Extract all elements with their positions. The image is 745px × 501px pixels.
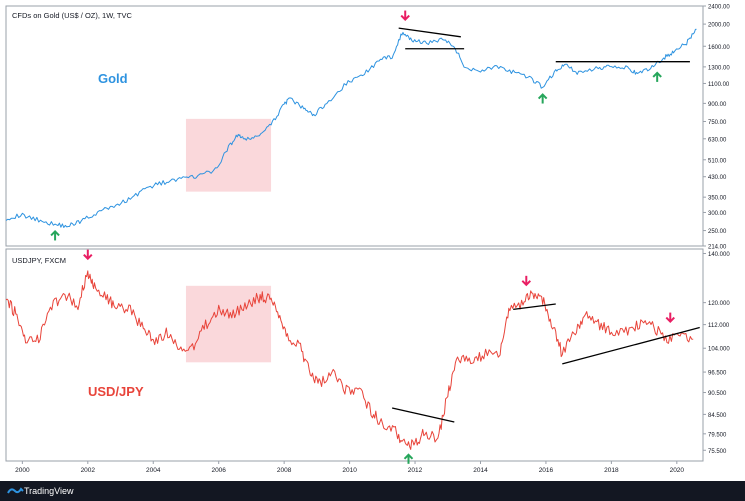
gold-up-arrow-icon	[50, 230, 60, 241]
gold-y-tick-label: 350.00	[708, 196, 727, 202]
usdjpy-chart-title: USDJPY, FXCM	[12, 256, 66, 265]
gold-y-tick-label: 510.00	[708, 158, 727, 164]
jpy-y-tick-label: 112.000	[708, 323, 730, 329]
gold-y-tick-label: 2000.00	[708, 23, 730, 29]
gold-y-tick-label: 630.00	[708, 137, 727, 143]
x-tick-label: 2004	[146, 467, 161, 474]
tradingview-logo-icon	[7, 487, 24, 494]
jpy-up-arrow-icon	[403, 453, 414, 464]
gold-up-arrow-icon	[652, 71, 662, 82]
x-tick-label: 2002	[81, 467, 96, 474]
jpy-y-tick-label: 79.500	[708, 432, 727, 438]
gold-y-tick-label: 1100.00	[708, 82, 730, 88]
jpy-trend-line	[513, 303, 556, 310]
jpy-down-arrow-icon	[521, 275, 532, 287]
x-tick-label: 2016	[539, 467, 554, 474]
jpy-down-arrow-icon	[665, 312, 675, 323]
x-tick-label: 2020	[670, 467, 685, 474]
footer-bar: TradingView	[0, 481, 745, 501]
gold-pane: 250.00 300.00 350.00 430.00 510.00 630.00 750.…	[5, 5, 730, 251]
jpy-highlight-region	[185, 285, 272, 363]
gold-trend-line	[398, 27, 461, 38]
usdjpy-series-annotation: USD/JPY	[88, 384, 144, 399]
gold-y-tick-label: 250.00	[708, 229, 727, 235]
gold-y-tick-label: 1600.00	[708, 45, 730, 51]
x-tick-label: 2000	[15, 467, 30, 474]
jpy-y-tick-label: 140.000	[708, 252, 730, 258]
footer-brand: TradingView	[24, 486, 74, 496]
x-tick-label: 2014	[473, 467, 488, 474]
gold-y-tick-label: 750.00	[708, 120, 727, 126]
jpy-y-tick-label: 120.000	[708, 301, 730, 307]
jpy-y-tick-label: 84.500	[708, 413, 727, 419]
jpy-y-tick-label: 104.000	[708, 347, 730, 353]
gold-price-series	[5, 28, 697, 228]
x-tick-label: 2006	[211, 467, 226, 474]
jpy-down-arrow-icon	[83, 249, 93, 261]
gold-down-arrow-icon	[400, 10, 410, 21]
gold-up-arrow-icon	[537, 93, 548, 104]
gold-y-tick-label: 900.00	[708, 102, 727, 108]
gold-highlight-region	[185, 118, 272, 192]
gold-y-tick-label: 2400.00	[708, 5, 730, 11]
gold-chart-title: CFDs on Gold (US$ / OZ), 1W, TVC	[12, 11, 132, 20]
jpy-y-tick-label: 96.500	[708, 371, 727, 377]
usdjpy-plot-area	[5, 248, 704, 462]
jpy-price-series	[5, 270, 694, 450]
jpy-y-tick-label: 75.500	[708, 449, 727, 455]
gold-series-annotation: Gold	[98, 71, 128, 86]
gold-plot-area	[5, 5, 704, 247]
usdjpy-pane: 140.000 120.000 112.000 104.000 96.500 90.500…	[5, 248, 730, 474]
x-tick-label: 2010	[342, 467, 357, 474]
x-tick-label: 2018	[604, 467, 619, 474]
gold-y-tick-label: 300.00	[708, 211, 727, 217]
x-tick-label: 2012	[408, 467, 423, 474]
gold-y-tick-label: 214.00	[708, 245, 727, 251]
x-tick-label: 2008	[277, 467, 292, 474]
jpy-y-tick-label: 90.500	[708, 391, 727, 397]
jpy-trend-line	[562, 326, 700, 365]
jpy-trend-line	[391, 407, 455, 423]
gold-y-tick-label: 430.00	[708, 175, 727, 181]
gold-y-tick-label: 1300.00	[708, 65, 730, 71]
